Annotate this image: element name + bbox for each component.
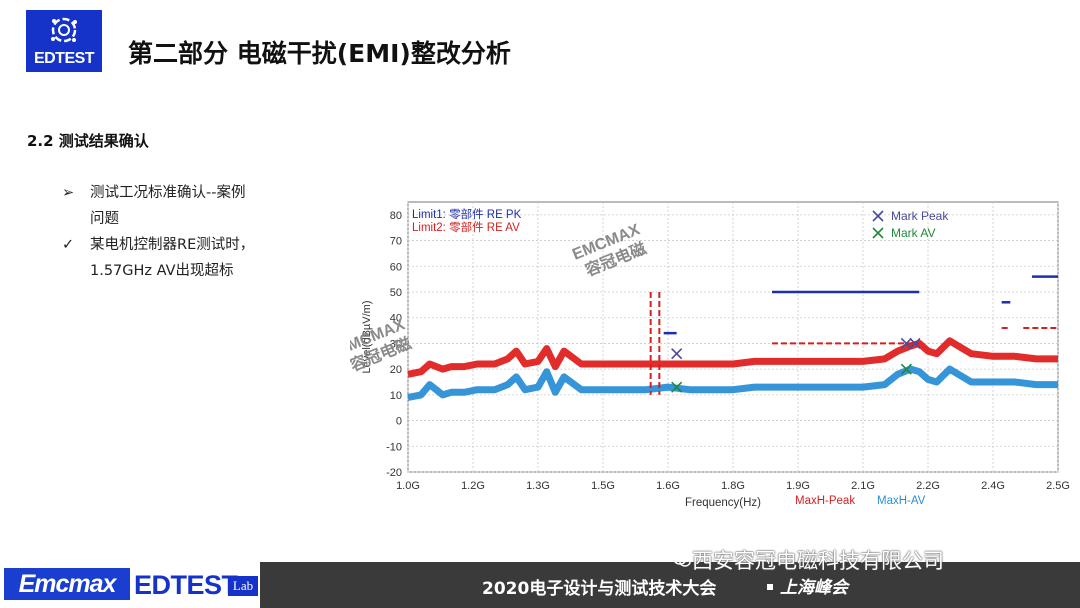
lab-badge: Lab (228, 576, 258, 596)
legend-limit-label: Limit2: 零部件 RE AV (412, 220, 520, 234)
logo-text: EDTEST (33, 50, 95, 67)
conference-name: 2020电子设计与测试技术大会 (482, 579, 717, 599)
y-tick-label: 70 (390, 236, 402, 248)
circuit-logo-icon (51, 17, 77, 43)
footer-logo-area: Emcmax EDTEST Lab (0, 562, 260, 608)
x-tick-label: 1.3G (526, 480, 550, 492)
bullet-item: ✓ 某电机控制器RE测试时， (62, 232, 302, 258)
y-tick-label: 30 (390, 338, 402, 350)
emi-chart: 80 70 60 50 40 30 20 10 0 -10 -20 1.0G 1.2G 1.3G 1.5G 1… (335, 190, 1080, 530)
bullet-list: ➢ 测试工况标准确认--案例 问题 ✓ 某电机控制器RE测试时， 1.57GHz… (62, 180, 302, 284)
arrow-bullet-icon: ➢ (62, 185, 75, 201)
company-watermark: 西安容冠电磁科技有限公司 (692, 549, 944, 573)
bullet-item: ➢ 测试工况标准确认--案例 (62, 180, 302, 206)
conference-city: 上海峰会 (780, 578, 848, 598)
x-tick-label: 2.4G (981, 480, 1005, 492)
x-tick-label: 1.5G (591, 480, 615, 492)
separator-square-icon (767, 584, 773, 590)
y-tick-label: 50 (390, 287, 402, 299)
emi-chart-svg: 80 70 60 50 40 30 20 10 0 -10 -201.0G 1.2G 1.3G 1.5G 1… (335, 201, 1070, 509)
bullet-text: 某电机控制器RE测试时， (90, 237, 255, 253)
legend-limit-label: Limit1: 零部件 RE PK (412, 207, 522, 221)
mark-peak-point (671, 348, 683, 360)
x-tick-label: 2.5G (1046, 480, 1070, 492)
series-line-maxh-peak (407, 337, 1058, 378)
check-bullet-icon: ✓ (62, 237, 75, 253)
mark-peak-point (900, 337, 912, 349)
y-tick-label: 60 (390, 261, 402, 273)
legend-marker-icon (872, 227, 884, 239)
y-tick-label: 80 (390, 210, 402, 222)
x-tick-label: 1.6G (656, 480, 680, 492)
x-tick-label: 1.8G (721, 480, 745, 492)
x-tick-label: 1.2G (461, 480, 485, 492)
y-tick-label: 10 (390, 390, 402, 402)
x-tick-label: 1.0G (396, 480, 420, 492)
legend-marker-icon (872, 210, 884, 222)
series-line-maxh-av (407, 365, 1058, 401)
x-axis-label: Frequency(Hz) (685, 497, 761, 509)
bullet-text: 测试工况标准确认--案例 (90, 185, 246, 201)
y-axis-label: Level(dBµV/m) (361, 301, 373, 374)
mark-av-point (671, 381, 683, 393)
section-heading: 2.2 测试结果确认 (27, 132, 149, 150)
y-tick-label: -10 (386, 441, 402, 453)
x-tick-label: 2.1G (851, 480, 875, 492)
legend-series-label: MaxH-AV (877, 495, 926, 507)
edtest-logo: EDTEST (26, 10, 102, 72)
y-tick-label: 0 (396, 416, 402, 428)
x-tick-label: 1.9G (786, 480, 810, 492)
wechat-icon (673, 553, 691, 567)
y-tick-label: 40 (390, 313, 402, 325)
legend-series-label: MaxH-Peak (795, 495, 855, 507)
mark-peak-point (909, 337, 921, 349)
bullet-text-continued: 1.57GHz AV出现超标 (90, 263, 234, 279)
legend-marker-label: Mark AV (891, 226, 935, 240)
footer-bar: Emcmax EDTEST Lab 2020电子设计与测试技术大会 上海峰会 (0, 562, 1080, 608)
x-tick-label: 2.2G (916, 480, 940, 492)
mark-av-point (900, 363, 912, 375)
y-tick-label: -20 (386, 467, 402, 479)
edtest-footer-logo: EDTEST (134, 570, 238, 600)
emcmax-logo: Emcmax (4, 568, 130, 600)
legend-marker-label: Mark Peak (891, 209, 949, 223)
bullet-text-continued: 问题 (90, 211, 119, 227)
slide-title: 第二部分 电磁干扰(EMI)整改分析 (128, 39, 511, 68)
y-tick-label: 20 (390, 364, 402, 376)
